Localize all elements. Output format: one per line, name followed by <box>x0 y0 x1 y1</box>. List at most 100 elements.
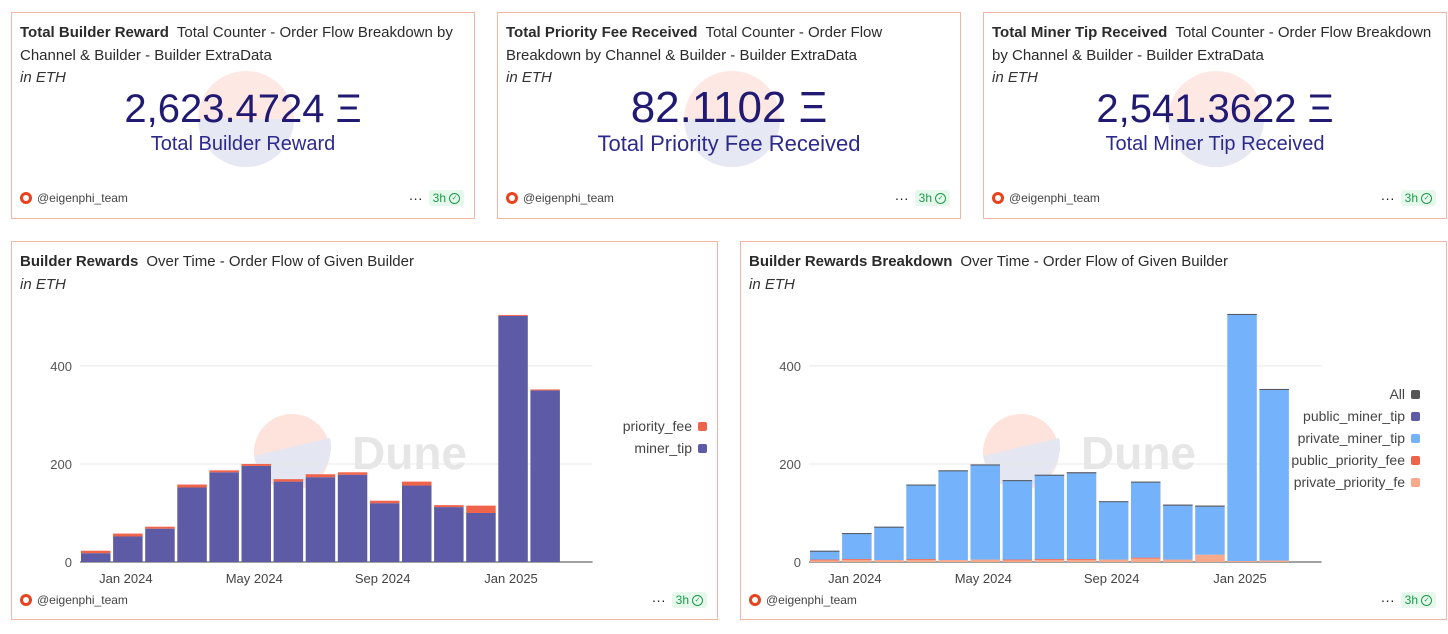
card-title[interactable]: Builder Rewards Breakdown <box>749 253 953 270</box>
bar-segment-all[interactable] <box>1131 481 1161 483</box>
bar-segment-private_priority_fee[interactable] <box>906 559 936 562</box>
bar-segment-priority_fee[interactable] <box>498 314 528 316</box>
bar-segment-public_priority_fee[interactable] <box>1002 559 1033 561</box>
bar-segment-priority_fee[interactable] <box>81 550 111 554</box>
bar-segment-all[interactable] <box>1098 501 1129 503</box>
bar-segment-all[interactable] <box>1163 504 1193 506</box>
bar-segment-miner_tip[interactable] <box>466 512 496 562</box>
bar-segment-all[interactable] <box>810 550 840 552</box>
bar-segment-all[interactable] <box>1066 472 1097 474</box>
bar-segment-priority_fee[interactable] <box>273 479 304 482</box>
bar-segment-private_priority_fee[interactable] <box>1227 561 1257 562</box>
bar-segment-priority_fee[interactable] <box>369 500 400 504</box>
author-link[interactable]: @eigenphi_team <box>749 593 857 607</box>
bar-stack[interactable] <box>434 505 464 562</box>
bar-segment-all[interactable] <box>1034 474 1065 476</box>
bar-segment-private_miner_tip[interactable] <box>1034 474 1065 560</box>
legend-item-public_priority_fee[interactable]: public_priority_fee <box>1291 449 1420 471</box>
bar-stack[interactable] <box>1002 480 1033 562</box>
bar-segment-private_priority_fee[interactable] <box>810 560 840 562</box>
bar-stack[interactable] <box>1098 501 1129 562</box>
bar-segment-private_miner_tip[interactable] <box>874 526 904 561</box>
bar-segment-all[interactable] <box>970 464 1001 466</box>
bar-segment-private_priority_fee[interactable] <box>1131 558 1161 562</box>
bar-segment-all[interactable] <box>1002 480 1033 482</box>
bar-segment-private_miner_tip[interactable] <box>1163 505 1193 560</box>
bar-segment-private_priority_fee[interactable] <box>1034 559 1065 562</box>
bar-segment-public_priority_fee[interactable] <box>1066 559 1097 560</box>
legend-item-miner_tip[interactable]: miner_tip <box>623 437 707 459</box>
bar-segment-miner_tip[interactable] <box>530 390 560 562</box>
bar-stack[interactable] <box>145 526 175 562</box>
bar-segment-private_priority_fee[interactable] <box>1259 560 1289 562</box>
bar-stack[interactable] <box>842 533 872 562</box>
bar-segment-miner_tip[interactable] <box>434 507 464 562</box>
bar-segment-miner_tip[interactable] <box>273 481 304 562</box>
bar-segment-all[interactable] <box>1195 505 1225 507</box>
author-link[interactable]: @eigenphi_team <box>992 191 1100 205</box>
legend-item-private_priority_fe[interactable]: private_priority_fe <box>1291 471 1420 493</box>
freshness-badge[interactable]: 3h ✓ <box>428 190 464 206</box>
bar-segment-private_priority_fee[interactable] <box>1163 559 1193 562</box>
bar-stack[interactable] <box>177 484 207 562</box>
bar-segment-private_miner_tip[interactable] <box>1098 501 1129 560</box>
bar-segment-priority_fee[interactable] <box>113 533 143 537</box>
more-options-icon[interactable]: ··· <box>1380 592 1395 608</box>
author-link[interactable]: @eigenphi_team <box>20 593 128 607</box>
bar-segment-miner_tip[interactable] <box>369 503 400 562</box>
freshness-badge[interactable]: 3h ✓ <box>1400 190 1436 206</box>
bar-segment-public_priority_fee[interactable] <box>1131 557 1161 559</box>
bar-segment-private_miner_tip[interactable] <box>1131 481 1161 558</box>
bar-segment-private_miner_tip[interactable] <box>1259 388 1289 561</box>
bar-segment-private_priority_fee[interactable] <box>874 560 904 562</box>
legend-item-All[interactable]: All <box>1291 383 1420 405</box>
bar-stack[interactable] <box>402 481 432 562</box>
legend-item-priority_fee[interactable]: priority_fee <box>623 415 707 437</box>
bar-segment-public_priority_fee[interactable] <box>906 559 936 560</box>
bar-segment-all[interactable] <box>938 470 968 472</box>
more-options-icon[interactable]: ··· <box>894 190 909 206</box>
bar-segment-private_priority_fee[interactable] <box>970 559 1001 562</box>
bar-stack[interactable] <box>1227 313 1257 562</box>
bar-segment-private_miner_tip[interactable] <box>970 464 1001 560</box>
bar-segment-private_miner_tip[interactable] <box>1002 480 1033 560</box>
author-link[interactable]: @eigenphi_team <box>20 191 128 205</box>
bar-stack[interactable] <box>1195 505 1225 562</box>
bar-stack[interactable] <box>1131 481 1161 562</box>
bar-segment-private_miner_tip[interactable] <box>810 550 840 560</box>
bar-stack[interactable] <box>305 474 336 562</box>
bar-segment-private_priority_fee[interactable] <box>1002 560 1033 562</box>
bar-stack[interactable] <box>113 533 143 562</box>
freshness-badge[interactable]: 3h ✓ <box>914 190 950 206</box>
bar-stack[interactable] <box>1163 504 1193 562</box>
bar-stack[interactable] <box>209 470 239 562</box>
bar-segment-miner_tip[interactable] <box>241 465 272 562</box>
bar-segment-priority_fee[interactable] <box>466 505 496 513</box>
bar-stack[interactable] <box>466 505 496 562</box>
bar-segment-public_priority_fee[interactable] <box>1034 559 1065 560</box>
bar-stack[interactable] <box>273 479 304 562</box>
card-title[interactable]: Total Priority Fee Received <box>506 24 698 41</box>
bar-segment-priority_fee[interactable] <box>434 505 464 508</box>
bar-segment-miner_tip[interactable] <box>209 472 239 562</box>
legend-item-private_miner_tip[interactable]: private_miner_tip <box>1291 427 1420 449</box>
bar-stack[interactable] <box>81 550 111 562</box>
bar-segment-miner_tip[interactable] <box>305 477 336 562</box>
bar-segment-priority_fee[interactable] <box>177 484 207 488</box>
bar-segment-miner_tip[interactable] <box>113 536 143 562</box>
bar-stack[interactable] <box>938 470 968 562</box>
bar-stack[interactable] <box>874 526 904 562</box>
bar-segment-miner_tip[interactable] <box>177 487 207 562</box>
bar-segment-all[interactable] <box>842 533 872 535</box>
bar-segment-all[interactable] <box>874 526 904 528</box>
more-options-icon[interactable]: ··· <box>651 592 666 608</box>
bar-stack[interactable] <box>906 484 936 562</box>
bar-segment-private_priority_fee[interactable] <box>938 560 968 562</box>
card-title[interactable]: Builder Rewards <box>20 253 139 270</box>
bar-segment-miner_tip[interactable] <box>402 485 432 562</box>
bar-segment-private_priority_fee[interactable] <box>1098 559 1129 562</box>
card-title[interactable]: Total Miner Tip Received <box>992 24 1168 41</box>
bar-stack[interactable] <box>1034 474 1065 562</box>
author-link[interactable]: @eigenphi_team <box>506 191 614 205</box>
more-options-icon[interactable]: ··· <box>408 190 423 206</box>
